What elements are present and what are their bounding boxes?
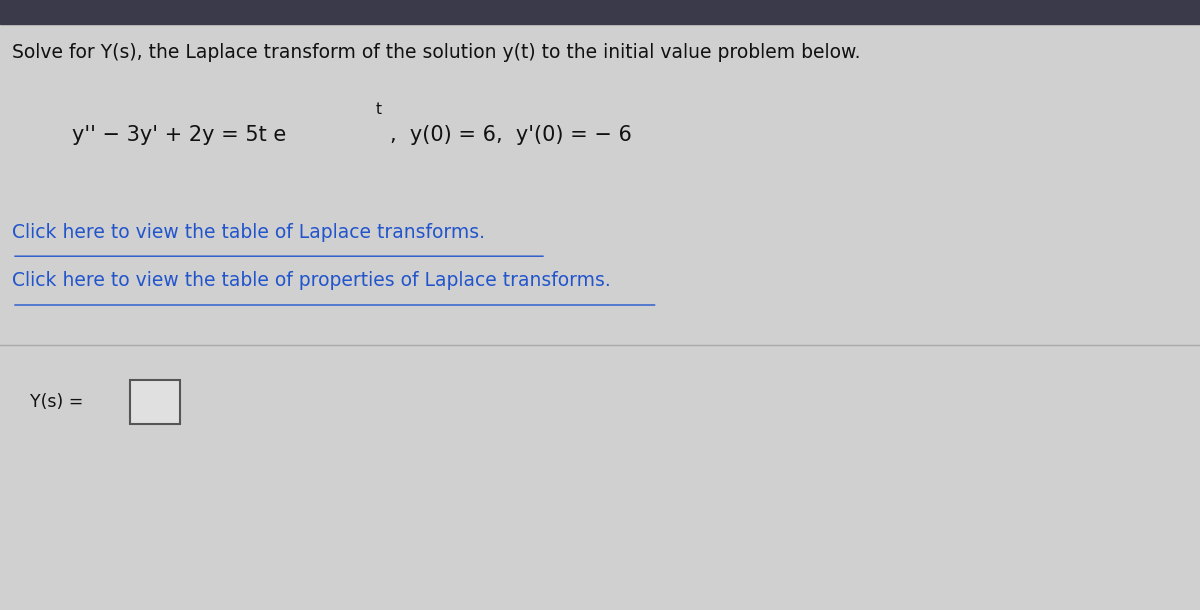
Text: Click here to view the table of Laplace transforms.: Click here to view the table of Laplace … — [12, 223, 485, 242]
Bar — [0, 0, 1200, 24]
Text: y'' − 3y' + 2y = 5t e: y'' − 3y' + 2y = 5t e — [72, 125, 287, 145]
Text: Y(s) =: Y(s) = — [30, 393, 83, 412]
Text: t: t — [376, 102, 382, 117]
FancyBboxPatch shape — [130, 380, 180, 424]
Text: Click here to view the table of properties of Laplace transforms.: Click here to view the table of properti… — [12, 271, 611, 290]
Text: ,  y(0) = 6,  y'(0) = − 6: , y(0) = 6, y'(0) = − 6 — [390, 125, 632, 145]
Text: Solve for Y(s), the Laplace transform of the solution y(t) to the initial value : Solve for Y(s), the Laplace transform of… — [12, 43, 860, 62]
